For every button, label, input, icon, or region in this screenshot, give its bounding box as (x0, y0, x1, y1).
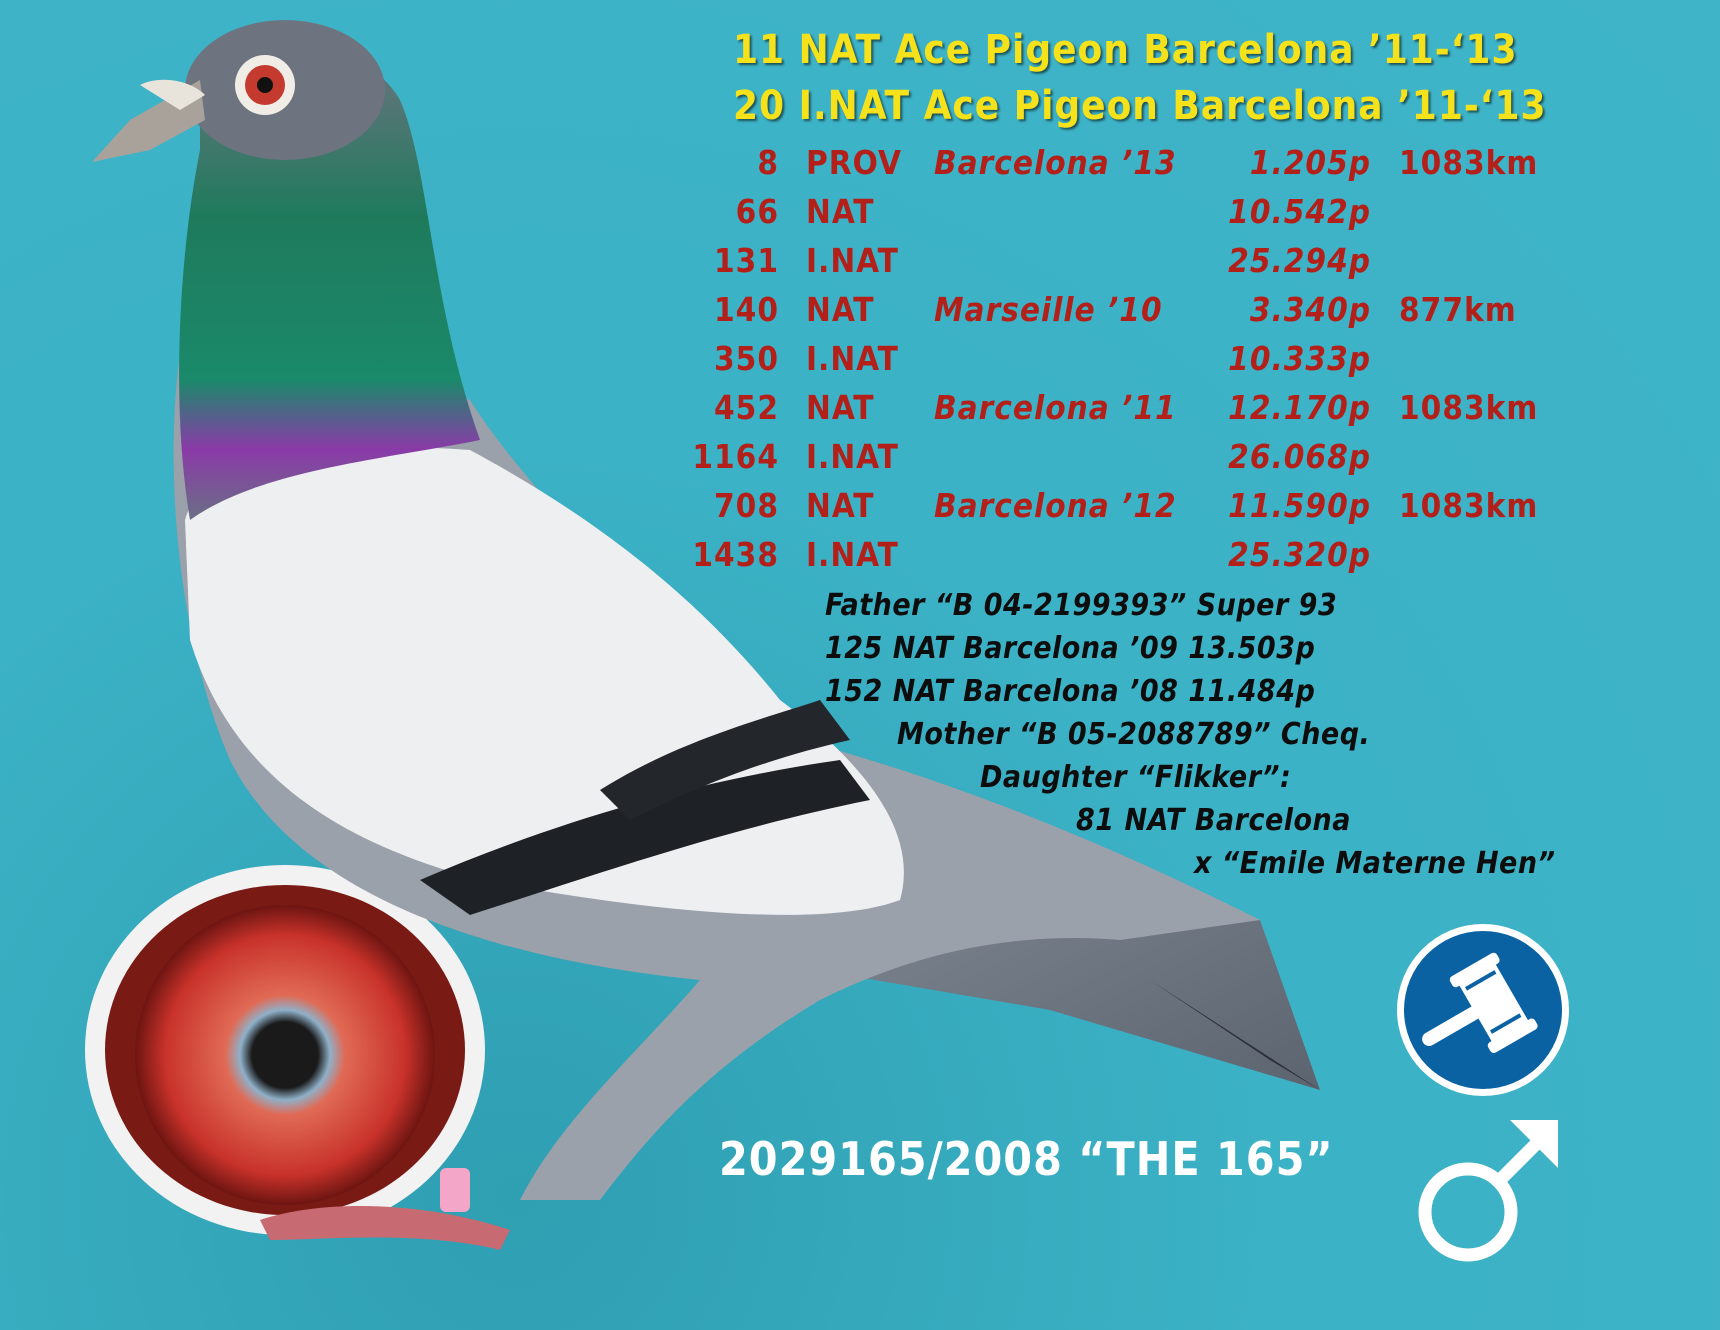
result-race: Barcelona ’11 (934, 388, 1177, 427)
result-place: 708 (714, 486, 779, 525)
gavel-icon[interactable] (1393, 920, 1573, 1100)
result-place: 140 (714, 290, 779, 329)
result-distance: 1083km (1399, 143, 1539, 182)
result-race: Barcelona ’12 (934, 486, 1177, 525)
result-place: 131 (714, 241, 779, 280)
result-points: 12.170p (1228, 388, 1371, 427)
result-place: 1438 (692, 535, 779, 574)
pedigree-mother-daughter: Daughter “Flikker”: (980, 760, 1292, 795)
result-points: 25.294p (1228, 241, 1371, 280)
eye-closeup (85, 865, 485, 1235)
result-points: 25.320p (1228, 535, 1371, 574)
headline-ace-nat: 11 NAT Ace Pigeon Barcelona ’11-‘13 (733, 27, 1518, 73)
result-place: 350 (714, 339, 779, 378)
result-level: NAT (806, 192, 875, 231)
result-place: 8 (757, 143, 779, 182)
pedigree-father: Father “B 04-2199393” Super 93 (825, 588, 1338, 623)
pedigree-mother: Mother “B 05-2088789” Cheq. (897, 717, 1371, 752)
result-level: I.NAT (806, 535, 899, 574)
result-place: 1164 (692, 437, 779, 476)
pedigree-father-result-2: 152 NAT Barcelona ’08 11.484p (825, 674, 1316, 709)
result-distance: 877km (1399, 290, 1517, 329)
result-points: 11.590p (1228, 486, 1371, 525)
pedigree-father-result-1: 125 NAT Barcelona ’09 13.503p (825, 631, 1316, 666)
headline-ace-inat: 20 I.NAT Ace Pigeon Barcelona ’11-‘13 (733, 83, 1547, 129)
result-level: NAT (806, 388, 875, 427)
result-level: PROV (806, 143, 902, 182)
result-place: 66 (735, 192, 779, 231)
result-points: 1.205p (1249, 143, 1371, 182)
result-race: Barcelona ’13 (934, 143, 1177, 182)
result-race: Marseille ’10 (934, 290, 1163, 329)
male-symbol-icon (1418, 1120, 1558, 1262)
result-points: 10.333p (1228, 339, 1371, 378)
result-points: 26.068p (1228, 437, 1371, 476)
result-level: I.NAT (806, 339, 899, 378)
result-points: 3.340p (1249, 290, 1371, 329)
pedigree-cross: x “Emile Materne Hen” (1194, 846, 1556, 881)
result-distance: 1083km (1399, 388, 1539, 427)
result-distance: 1083km (1399, 486, 1539, 525)
pedigree-daughter-result: 81 NAT Barcelona (1076, 803, 1351, 838)
result-level: NAT (806, 290, 875, 329)
ring-id: 2029165/2008 “THE 165” (719, 1132, 1334, 1186)
result-points: 10.542p (1228, 192, 1371, 231)
result-level: I.NAT (806, 241, 899, 280)
result-level: NAT (806, 486, 875, 525)
result-level: I.NAT (806, 437, 899, 476)
result-place: 452 (714, 388, 779, 427)
